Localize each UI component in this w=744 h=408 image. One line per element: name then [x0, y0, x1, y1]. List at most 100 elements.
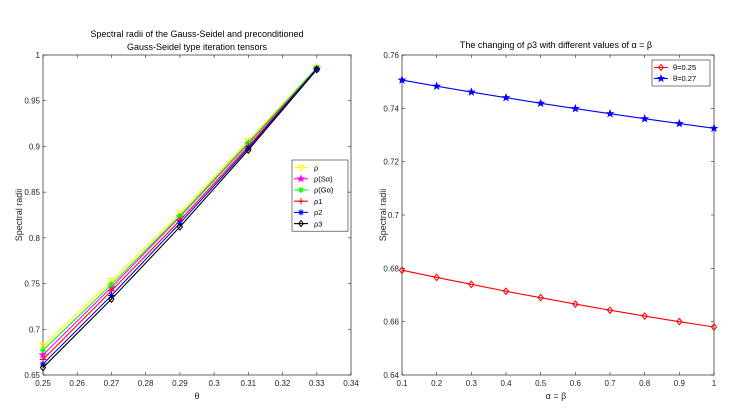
left-chart-series-2-point [39, 347, 47, 354]
left-chart-x-tick-label: 0.27 [104, 379, 120, 388]
left-chart-x-axis-label: θ [194, 391, 199, 401]
right-chart-series-1-point [674, 118, 684, 128]
left-chart-x-tick-label: 0.33 [309, 379, 325, 388]
left-chart-series-5-point [245, 146, 252, 155]
right-chart-series-0-point [676, 317, 683, 326]
right-chart-legend-label: θ=0.25 [673, 63, 696, 72]
left-chart-title-line-1: Spectral radii of the Gauss-Seidel and p… [90, 29, 303, 39]
right-chart-series-0-point [710, 322, 718, 332]
right-chart-plot-area [401, 54, 715, 376]
right-chart-series-1-point [501, 92, 511, 102]
right-chart-series-0-point [398, 266, 406, 275]
left-chart-x-tick-label: 0.25 [35, 379, 51, 388]
right-chart-series-0-point [502, 287, 510, 296]
left-chart-legend [291, 159, 349, 232]
left-chart-legend-label: ρ [314, 163, 318, 172]
right-chart-series-1-point [570, 103, 580, 113]
right-chart-series-1-point [640, 114, 650, 123]
left-chart-legend-label: ρ(Sα) [314, 175, 333, 184]
left-chart-legend-label: ρ2 [314, 208, 322, 217]
right-chart-x-tick-label: 0.4 [500, 379, 512, 388]
left-chart-title-line-2: Gauss-Seidel type iteration tensors [127, 42, 268, 52]
left-chart-y-tick-label: 1 [36, 51, 41, 60]
right-chart-series-1-point [466, 87, 476, 96]
right-chart-y-tick-label: 0.76 [383, 51, 399, 60]
left-chart-legend-marker [297, 164, 305, 172]
left-chart-x-tick-label: 0.31 [241, 379, 257, 388]
right-chart-x-tick-label: 0.9 [674, 379, 686, 388]
right-chart: The changing of ρ3 with different values… [378, 40, 719, 401]
left-chart-legend-label: ρ3 [314, 219, 322, 228]
right-chart-series-0-point [468, 280, 475, 289]
left-chart-y-tick-label: 0.75 [24, 280, 40, 289]
right-chart-series-0-point [641, 312, 648, 321]
right-chart-series-1-point [432, 81, 442, 91]
right-chart-legend-marker [657, 63, 665, 72]
right-chart-series-1-point [709, 123, 719, 133]
right-chart-series-0-line [401, 269, 715, 328]
left-chart-y-tick-label: 0.9 [29, 142, 41, 151]
right-chart-series-1-point [605, 108, 615, 118]
left-chart-y-tick-label: 0.95 [24, 97, 40, 106]
left-chart-legend-marker [296, 174, 306, 183]
right-chart-title: The changing of ρ3 with different values… [460, 40, 652, 50]
right-chart-series-1-line [401, 79, 715, 129]
right-chart-x-tick-label: 0.3 [466, 379, 478, 388]
left-chart-y-tick-label: 0.65 [24, 371, 40, 380]
left-chart-series-4-point [245, 145, 252, 152]
right-chart-y-tick-label: 0.7 [388, 211, 400, 220]
left-chart-series-5-point [39, 363, 47, 372]
right-chart-y-tick-label: 0.66 [383, 318, 399, 327]
left-chart-y-tick-label: 0.85 [24, 188, 40, 197]
left-chart-x-tick-label: 0.34 [343, 379, 359, 388]
right-chart-x-tick-label: 0.2 [431, 379, 443, 388]
right-chart-x-tick-label: 0.8 [639, 379, 651, 388]
right-chart-legend-marker [656, 74, 666, 83]
right-chart-x-tick-label: 1 [712, 379, 717, 388]
right-chart-series-0-point [433, 273, 440, 282]
right-chart-series-1-point [536, 98, 546, 108]
right-chart-series-0-point [572, 300, 579, 309]
right-chart-x-tick-label: 0.5 [535, 379, 547, 388]
right-chart-x-tick-label: 0.1 [396, 379, 408, 388]
left-chart-x-tick-label: 0.29 [172, 379, 188, 388]
left-chart-y-axis-label: Spectral radii [14, 189, 24, 242]
right-chart-y-tick-label: 0.72 [383, 158, 399, 167]
left-chart-series-2-point [108, 281, 115, 288]
left-chart-legend-label: ρ(Gα) [314, 186, 334, 195]
right-chart-y-tick-label: 0.68 [383, 264, 399, 273]
left-chart-legend-label: ρ1 [314, 197, 322, 206]
right-chart-series-0-point [606, 306, 614, 315]
left-chart-series-0-point [107, 277, 116, 286]
left-chart-series-2-point [245, 139, 252, 146]
right-chart-series-0-point [537, 293, 544, 302]
right-chart-series-1-point [397, 75, 407, 84]
left-chart-series-2-point [176, 212, 184, 220]
left-chart-series-5-point [313, 65, 320, 74]
left-chart: Spectral radii of the Gauss-Seidel and p… [14, 29, 359, 401]
left-chart-x-tick-label: 0.28 [138, 379, 154, 388]
right-chart-y-axis-label: Spectral radii [378, 189, 388, 242]
left-chart-legend-marker [298, 209, 304, 216]
right-chart-legend-label: θ=0.27 [673, 74, 696, 83]
left-chart-legend-marker [297, 219, 305, 228]
left-chart-x-tick-label: 0.26 [69, 379, 85, 388]
left-chart-series-5-point [176, 222, 184, 231]
left-chart-series-4-point [313, 65, 320, 72]
left-chart-series-5-point [108, 295, 115, 304]
left-chart-series-0-point [38, 342, 48, 350]
left-chart-x-tick-label: 0.32 [275, 379, 291, 388]
left-chart-legend-marker [298, 198, 304, 205]
right-chart-x-tick-label: 0.6 [570, 379, 582, 388]
left-chart-y-tick-label: 0.7 [29, 325, 41, 334]
right-chart-y-tick-label: 0.74 [383, 104, 399, 113]
right-chart-x-tick-label: 0.7 [604, 379, 616, 388]
left-chart-legend-marker [298, 187, 304, 193]
right-chart-legend [651, 59, 711, 87]
right-chart-y-tick-label: 0.64 [383, 371, 399, 380]
left-chart-x-tick-label: 0.3 [209, 379, 221, 388]
left-chart-series-5-line [42, 69, 318, 369]
right-chart-x-axis-label: α = β [546, 391, 567, 401]
left-chart-y-tick-label: 0.8 [29, 234, 41, 243]
